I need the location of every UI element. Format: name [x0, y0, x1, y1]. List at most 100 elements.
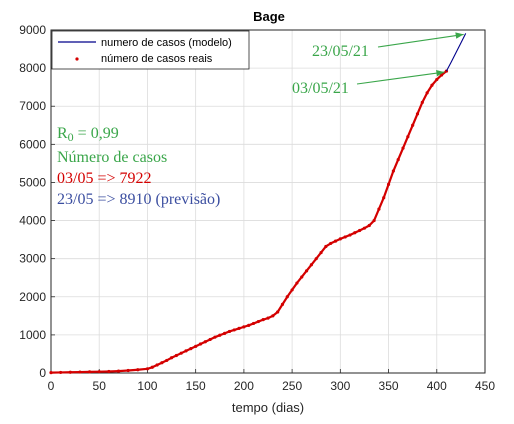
y-tick-label: 3000	[19, 252, 46, 266]
data-point	[333, 239, 338, 243]
annotation-2305-label: 23/05/21	[312, 43, 369, 60]
chart-title: Bage	[253, 9, 285, 24]
data-point	[377, 207, 381, 211]
data-point	[353, 231, 357, 235]
data-point	[169, 356, 174, 360]
plot-area	[50, 29, 486, 374]
data-point	[198, 342, 203, 346]
x-tick-label: 450	[475, 379, 495, 393]
note-heading: Número de casos	[57, 149, 167, 166]
data-point	[420, 100, 424, 105]
data-point	[203, 340, 207, 344]
legend: numero de casos (modelo) número de casos…	[51, 30, 250, 70]
legend-label-modelo: numero de casos (modelo)	[101, 37, 232, 49]
data-point	[329, 241, 333, 246]
data-point	[116, 369, 121, 373]
annotation-0305-label: 03/05/21	[292, 80, 349, 97]
data-point	[218, 333, 222, 337]
data-point	[285, 295, 289, 299]
data-point	[68, 370, 72, 374]
data-point	[343, 235, 347, 239]
data-point	[300, 275, 304, 279]
y-axis: 0 1000 2000 3000 4000 5000 6000 7000 8000 9000	[19, 23, 55, 380]
data-point	[386, 182, 391, 186]
annotation-2305-arrowhead	[455, 32, 464, 39]
series-reais-line	[50, 70, 448, 374]
data-point	[348, 233, 352, 237]
legend-box	[51, 30, 250, 70]
annotation-2305-arrow	[377, 33, 464, 48]
y-tick-label: 9000	[19, 23, 46, 37]
data-point	[309, 263, 313, 267]
data-point	[396, 157, 400, 162]
data-point	[208, 337, 212, 342]
x-tick-label: 150	[186, 379, 206, 393]
data-point	[304, 269, 309, 273]
data-point	[189, 347, 193, 351]
data-point	[295, 281, 299, 285]
data-point	[107, 369, 111, 374]
x-tick-label: 200	[234, 379, 254, 393]
y-tick-label: 5000	[19, 175, 46, 189]
annotation-2305: 23/05/21	[312, 32, 464, 60]
data-point	[319, 250, 323, 255]
data-point	[314, 257, 318, 261]
legend-dot-icon	[75, 57, 79, 61]
x-tick-label: 100	[137, 379, 157, 393]
data-point	[415, 112, 420, 116]
data-point	[271, 314, 275, 318]
y-tick-label: 4000	[19, 214, 46, 228]
x-tick-label: 350	[379, 379, 399, 393]
data-point	[411, 123, 415, 127]
data-point	[247, 323, 251, 327]
data-point	[435, 77, 439, 82]
data-point	[160, 361, 164, 365]
data-point	[256, 319, 260, 324]
note-0305: 03/05 => 7922	[57, 170, 152, 187]
data-point	[145, 367, 150, 371]
x-tick-label: 300	[330, 379, 350, 393]
data-point	[362, 226, 367, 230]
legend-label-reais: número de casos reais	[101, 53, 213, 65]
data-point	[425, 91, 429, 95]
data-point	[179, 351, 183, 355]
series-modelo	[445, 33, 467, 72]
data-point	[242, 325, 246, 329]
annotation-0305-arrow	[356, 71, 445, 85]
data-point	[87, 370, 92, 374]
data-point	[358, 228, 362, 233]
annotation-0305: 03/05/21	[292, 69, 445, 97]
x-axis-title: tempo (dias)	[232, 400, 304, 415]
data-point	[136, 368, 140, 372]
data-point	[372, 218, 376, 223]
data-point	[223, 331, 227, 335]
y-tick-label: 0	[39, 366, 46, 380]
data-point	[406, 135, 410, 139]
data-point	[227, 329, 232, 334]
note-r0-value: = 0,99	[74, 125, 119, 142]
notes: R0 = 0,99 Número de casos 03/05 => 7922 …	[57, 125, 220, 208]
data-point	[155, 363, 159, 367]
data-point	[97, 370, 101, 374]
data-point	[150, 365, 154, 369]
series-modelo-line	[445, 33, 467, 72]
data-point	[280, 302, 285, 306]
annotation-0305-arrowhead	[436, 69, 445, 77]
data-point	[165, 358, 169, 363]
y-tick-label: 2000	[19, 290, 46, 304]
data-point	[338, 237, 342, 241]
data-point	[251, 321, 256, 326]
data-point	[401, 146, 405, 150]
data-point	[261, 318, 265, 322]
data-point	[126, 368, 130, 373]
data-point	[382, 196, 386, 200]
data-point	[391, 169, 395, 173]
y-tick-label: 8000	[19, 61, 46, 75]
data-point	[430, 83, 434, 87]
data-point	[266, 316, 270, 320]
x-tick-label: 0	[48, 379, 55, 393]
data-point	[49, 371, 53, 375]
y-tick-label: 1000	[19, 328, 46, 342]
note-r0-symbol: R	[57, 125, 68, 142]
